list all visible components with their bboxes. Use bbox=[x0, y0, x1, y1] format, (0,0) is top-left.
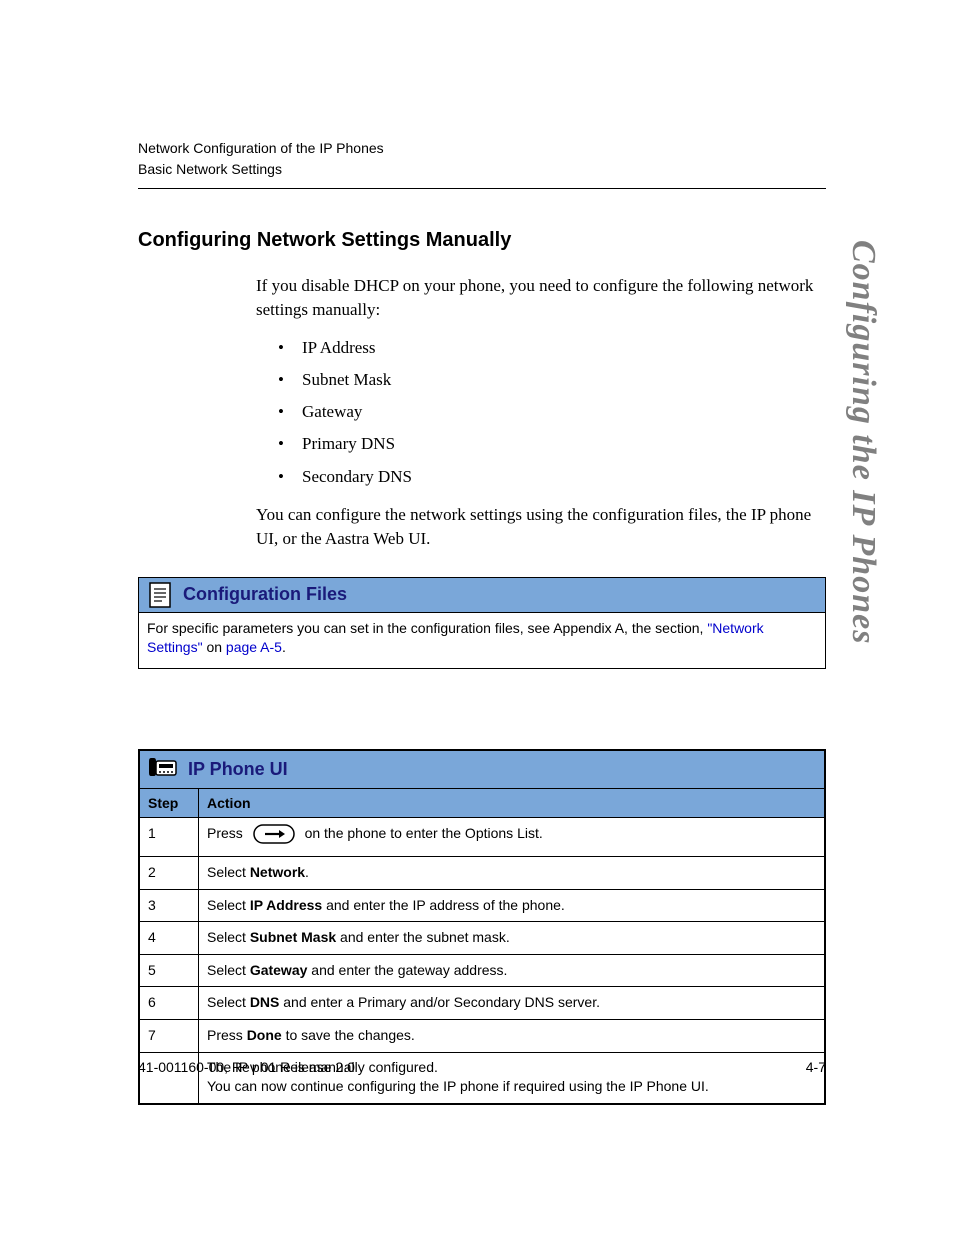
options-key-icon bbox=[253, 824, 295, 850]
action-text: Select bbox=[207, 962, 250, 978]
action-bold: Gateway bbox=[250, 962, 308, 978]
intro-paragraph: If you disable DHCP on your phone, you n… bbox=[256, 274, 826, 322]
table-row: 5 Select Gateway and enter the gateway a… bbox=[140, 954, 825, 987]
table-row: 1 Press on the phone to enter the Option… bbox=[140, 818, 825, 857]
column-action: Action bbox=[199, 789, 825, 818]
header-line-2: Basic Network Settings bbox=[138, 159, 826, 180]
action-text: Press bbox=[207, 1027, 247, 1043]
action-cell: Select Network. bbox=[199, 857, 825, 890]
link-page-a5[interactable]: page A-5 bbox=[226, 639, 282, 655]
header-line-1: Network Configuration of the IP Phones bbox=[138, 138, 826, 159]
step-cell: 4 bbox=[140, 922, 199, 955]
config-box-header: Configuration Files bbox=[139, 578, 825, 613]
action-cell: Select IP Address and enter the IP addre… bbox=[199, 889, 825, 922]
phone-icon bbox=[148, 755, 178, 785]
footer-page-number: 4-7 bbox=[806, 1059, 826, 1075]
action-bold: DNS bbox=[250, 994, 280, 1010]
action-text: Select bbox=[207, 864, 250, 880]
action-bold: Subnet Mask bbox=[250, 929, 336, 945]
action-extra: You can now continue configuring the IP … bbox=[207, 1077, 816, 1097]
table-row: 4 Select Subnet Mask and enter the subne… bbox=[140, 922, 825, 955]
list-item: Subnet Mask bbox=[256, 364, 826, 396]
outro-paragraph: You can configure the network settings u… bbox=[256, 503, 826, 551]
document-icon bbox=[147, 582, 173, 608]
action-text: Select bbox=[207, 929, 250, 945]
side-chapter-tab: Configuring the IP Phones bbox=[844, 240, 882, 644]
action-bold: Done bbox=[247, 1027, 282, 1043]
action-text: and enter the gateway address. bbox=[307, 962, 507, 978]
steps-table: IP Phone UI Step Action 1 Press bbox=[139, 750, 825, 1104]
action-text: and enter the subnet mask. bbox=[336, 929, 510, 945]
step-cell: 2 bbox=[140, 857, 199, 890]
action-text: . bbox=[305, 864, 309, 880]
section-body: If you disable DHCP on your phone, you n… bbox=[256, 274, 826, 551]
column-step: Step bbox=[140, 789, 199, 818]
page: Network Configuration of the IP Phones B… bbox=[0, 0, 954, 1235]
table-row: 3 Select IP Address and enter the IP add… bbox=[140, 889, 825, 922]
action-text: Select bbox=[207, 994, 250, 1010]
table-row: 2 Select Network. bbox=[140, 857, 825, 890]
settings-bullet-list: IP Address Subnet Mask Gateway Primary D… bbox=[256, 332, 826, 493]
action-cell: Select DNS and enter a Primary and/or Se… bbox=[199, 987, 825, 1020]
list-item: Primary DNS bbox=[256, 428, 826, 460]
action-cell: Select Gateway and enter the gateway add… bbox=[199, 954, 825, 987]
action-text: Press bbox=[207, 825, 247, 841]
phone-box-title: IP Phone UI bbox=[188, 757, 288, 782]
action-text: and enter a Primary and/or Secondary DNS… bbox=[279, 994, 600, 1010]
step-cell: 6 bbox=[140, 987, 199, 1020]
step-cell: 5 bbox=[140, 954, 199, 987]
list-item: IP Address bbox=[256, 332, 826, 364]
phone-box-header-cell: IP Phone UI bbox=[140, 750, 825, 789]
running-header: Network Configuration of the IP Phones B… bbox=[138, 138, 826, 189]
action-text: to save the changes. bbox=[282, 1027, 415, 1043]
step-cell: 1 bbox=[140, 818, 199, 857]
config-box-body: For specific parameters you can set in t… bbox=[139, 613, 825, 668]
step-cell: 3 bbox=[140, 889, 199, 922]
footer-left: 41-001160-00, Rev 01 Release 2.0 bbox=[138, 1059, 355, 1075]
table-row: 6 Select DNS and enter a Primary and/or … bbox=[140, 987, 825, 1020]
page-footer: 41-001160-00, Rev 01 Release 2.0 4-7 bbox=[138, 1052, 826, 1075]
action-bold: Network bbox=[250, 864, 305, 880]
configuration-files-box: Configuration Files For specific paramet… bbox=[138, 577, 826, 669]
action-text: on the phone to enter the Options List. bbox=[305, 825, 543, 841]
action-text: and enter the IP address of the phone. bbox=[322, 897, 565, 913]
list-item: Secondary DNS bbox=[256, 461, 826, 493]
list-item: Gateway bbox=[256, 396, 826, 428]
action-text: Select bbox=[207, 897, 250, 913]
config-text-suffix: . bbox=[282, 639, 286, 655]
config-text-prefix: For specific parameters you can set in t… bbox=[147, 620, 707, 636]
action-cell: Press on the phone to enter the Options … bbox=[199, 818, 825, 857]
action-bold: IP Address bbox=[250, 897, 322, 913]
config-box-title: Configuration Files bbox=[183, 584, 347, 605]
action-cell: Select Subnet Mask and enter the subnet … bbox=[199, 922, 825, 955]
config-text-mid: on bbox=[203, 639, 226, 655]
section-title: Configuring Network Settings Manually bbox=[138, 229, 826, 252]
